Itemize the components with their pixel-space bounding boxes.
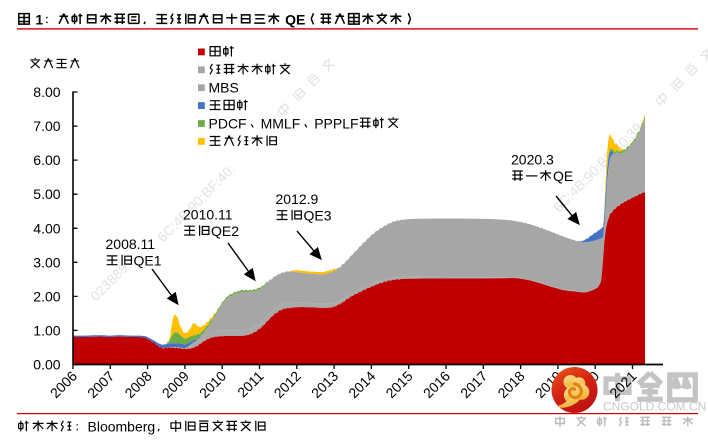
svg-text:2008.11: 2008.11 [106,236,156,252]
svg-text:2010.11: 2010.11 [183,206,233,222]
svg-text:8.00: 8.00 [33,84,60,100]
svg-text:6.00: 6.00 [33,152,60,168]
svg-text:PPPLF: PPPLF [314,115,358,131]
svg-text:QE1: QE1 [134,253,162,269]
svg-text:QE3: QE3 [304,207,332,223]
svg-text:QE2: QE2 [211,223,239,239]
svg-text:QE: QE [281,11,305,27]
svg-text:4.00: 4.00 [33,220,60,236]
svg-text:5.00: 5.00 [33,186,60,202]
svg-text:7.00: 7.00 [33,118,60,134]
svg-text:1: 1 [32,11,44,27]
svg-text:2020.3: 2020.3 [511,152,554,168]
svg-text:1.00: 1.00 [33,322,60,338]
svg-text:CNGOLD.COM.CN: CNGOLD.COM.CN [603,400,706,414]
svg-text:0.00: 0.00 [33,357,60,373]
svg-text:Bloomberg: Bloomberg [88,419,156,435]
svg-text:QE: QE [553,168,573,184]
svg-text:3.00: 3.00 [33,254,60,270]
svg-text:MMLF: MMLF [261,115,301,131]
svg-text:2012.9: 2012.9 [276,191,319,207]
svg-text:2.00: 2.00 [33,288,60,304]
svg-text:MBS: MBS [209,80,239,96]
svg-text:PDCF: PDCF [209,115,247,131]
